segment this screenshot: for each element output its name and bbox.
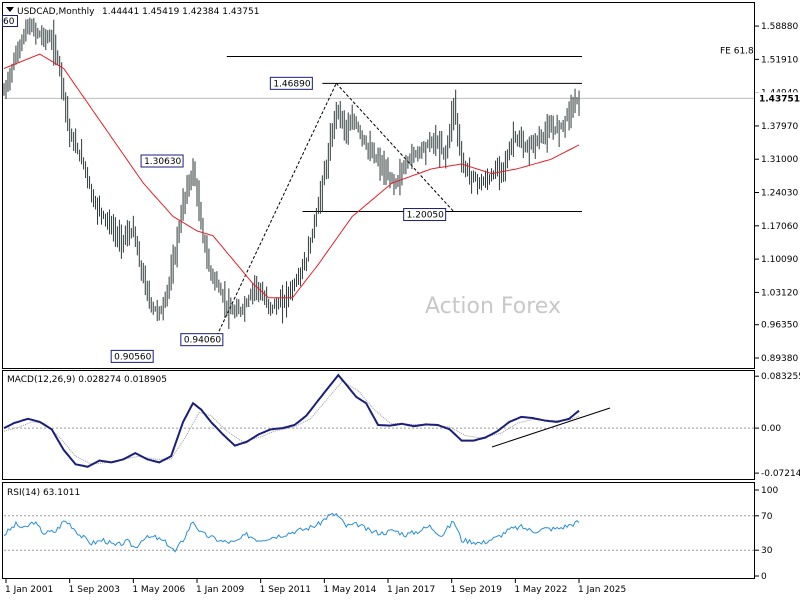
rsi-y-tick-label: 0 [761, 572, 767, 582]
price-label: 0.90560 [114, 352, 151, 362]
price-y-tick-label: 1.58880 [761, 22, 798, 32]
macd-axis: 0.083255 0.00 -0.072148 [4, 372, 800, 479]
rsi-y-tick-label: 70 [761, 512, 773, 522]
price-label: 1.30630 [144, 157, 181, 167]
chart-symbol: USDCAD,Monthly [17, 7, 95, 17]
price-label: 1.46890 [273, 79, 310, 89]
price-bars [3, 17, 580, 329]
x-tick-label: 1 Jan 2025 [578, 585, 626, 595]
x-tick-label: 1 Sep 2019 [451, 585, 503, 595]
header-price-label-box: 60 [2, 15, 18, 27]
price-label-box [403, 208, 447, 222]
rsi-y-tick-label: 30 [761, 546, 773, 556]
rsi-title: RSI(14) 63.1011 [7, 488, 80, 498]
svg-text:60: 60 [3, 17, 15, 27]
macd-y-tick-label: 0.083255 [761, 372, 800, 382]
macd-main-line [3, 373, 580, 468]
price-y-tick-label: 1.31000 [761, 155, 798, 165]
moving-average-line [3, 53, 580, 299]
swing-projection-line [335, 82, 455, 212]
x-tick-label: 1 Sep 2011 [260, 585, 311, 595]
swing-projection-line [216, 83, 337, 336]
rsi-panel-frame [2, 482, 755, 579]
price-y-tick-label: 0.96350 [761, 321, 798, 331]
dropdown-triangle-icon[interactable] [6, 7, 14, 12]
x-tick-label: 1 May 2022 [514, 585, 567, 595]
price-y-tick-label: 1.37970 [761, 122, 798, 132]
price-label: 1.20050 [407, 211, 444, 221]
price-y-tick-label: 1.03120 [761, 288, 798, 298]
current-price-box [755, 92, 799, 105]
price-label-box [140, 154, 184, 168]
price-y-tick-label: 1.24030 [761, 189, 798, 199]
x-tick-label: 1 Jan 2009 [196, 585, 244, 595]
price-y-tick-label: 1.10090 [761, 255, 798, 265]
price-label-box [269, 76, 313, 90]
x-tick-label: 1 Jan 2001 [5, 585, 53, 595]
current-price-label: 1.43751 [759, 94, 800, 104]
macd-trendline [491, 407, 611, 448]
watermark-text: Action Forex [425, 294, 561, 319]
x-axis: 1 Jan 2001 1 Sep 2003 1 May 2006 1 Jan 2009… [5, 579, 626, 595]
price-y-tick-label: 0.89380 [761, 354, 798, 364]
x-tick-label: 1 Jan 2017 [387, 585, 435, 595]
chart-ohlc: 1.44441 1.45419 1.42384 1.43751 [102, 7, 259, 17]
rsi-axis: 100 70 30 0 [4, 486, 778, 582]
price-label: 0.94060 [184, 336, 221, 346]
fe-label: FE 61.8 [720, 47, 754, 57]
x-tick-label: 1 Sep 2003 [69, 585, 120, 595]
price-labels: 1.46890 1.30630 1.20050 0.94060 0.90560 FE 61… [110, 47, 754, 363]
macd-y-tick-label: 0.00 [761, 424, 781, 434]
price-y-tick-label: 1.17060 [761, 222, 798, 232]
price-axis: 1.588801.519101.449401.379701.310001.240… [4, 22, 800, 364]
price-panel-frame [2, 2, 755, 369]
macd-y-tick-label: -0.072148 [761, 469, 800, 479]
x-tick-label: 1 May 2014 [323, 585, 376, 595]
price-label-box [180, 333, 224, 347]
x-tick-label: 1 May 2006 [132, 585, 185, 595]
rsi-line [3, 512, 580, 553]
macd-title: MACD(12,26,9) 0.028274 0.018905 [7, 375, 167, 385]
price-y-tick-label: 1.51910 [761, 55, 798, 65]
price-label-box [110, 349, 154, 363]
rsi-y-tick-label: 100 [761, 486, 778, 496]
